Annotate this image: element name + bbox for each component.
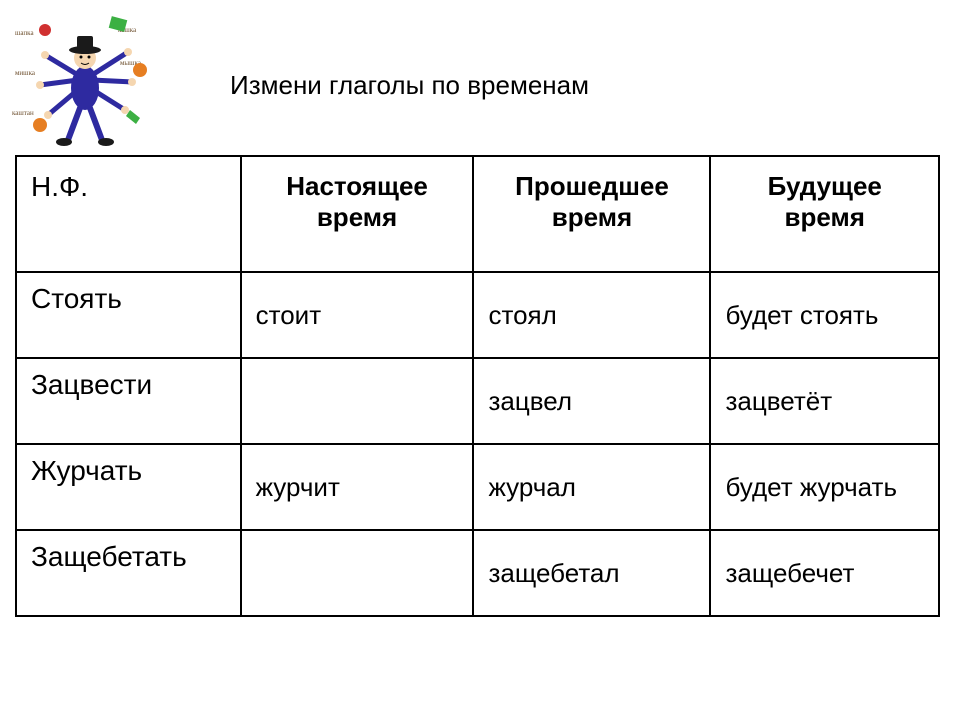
cell-present: стоит [241,272,474,358]
svg-text:шапка: шапка [15,29,34,37]
cell-past: журчал [473,444,710,530]
header-past: Прошедшее время [473,156,710,272]
cell-present [241,358,474,444]
cell-infinitive: Защебетать [16,530,241,616]
cell-infinitive: Зацвести [16,358,241,444]
cell-present [241,530,474,616]
cell-present: журчит [241,444,474,530]
header-infinitive: Н.Ф. [16,156,241,272]
cell-past: защебетал [473,530,710,616]
svg-text:каштан: каштан [12,109,34,117]
table-row: Зацвести зацвел зацветёт [16,358,939,444]
juggler-illustration: шапка мишка каштан кашка мышка [10,10,160,150]
table-row: Журчать журчит журчал будет журчать [16,444,939,530]
page-title: Измени глаголы по временам [230,70,589,101]
cell-future: будет журчать [710,444,939,530]
header-present: Настоящее время [241,156,474,272]
verb-tense-table: Н.Ф. Настоящее время Прошедшее время Буд… [15,155,940,617]
cell-infinitive: Стоять [16,272,241,358]
table-header-row: Н.Ф. Настоящее время Прошедшее время Буд… [16,156,939,272]
cell-future: зацветёт [710,358,939,444]
svg-text:мишка: мишка [15,69,36,77]
cell-future: защебечет [710,530,939,616]
table-row: Защебетать защебетал защебечет [16,530,939,616]
cell-future: будет стоять [710,272,939,358]
cell-infinitive: Журчать [16,444,241,530]
cell-past: зацвел [473,358,710,444]
table-row: Стоять стоит стоял будет стоять [16,272,939,358]
cell-past: стоял [473,272,710,358]
header-future: Будущее время [710,156,939,272]
